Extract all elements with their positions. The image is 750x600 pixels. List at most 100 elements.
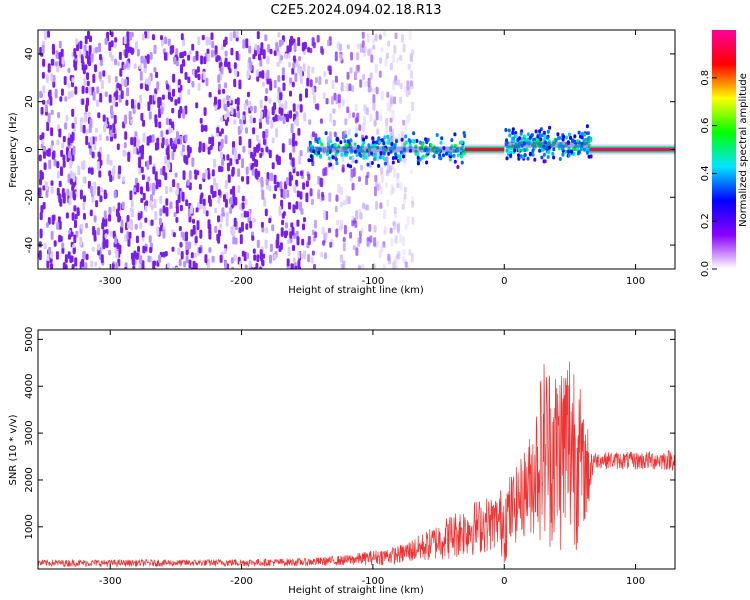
spectrogram-cell bbox=[273, 79, 277, 89]
spectrogram-cell bbox=[265, 88, 269, 94]
spectrogram-cell bbox=[60, 149, 64, 157]
spectrogram-cell bbox=[301, 238, 305, 246]
spectrogram-cell bbox=[386, 134, 390, 139]
spectrogram-cell bbox=[132, 265, 136, 269]
spectrogram-cell bbox=[393, 259, 397, 268]
spectrogram-cell bbox=[372, 140, 375, 145]
spectrogram-cell bbox=[302, 223, 305, 230]
spectrogram-cell bbox=[59, 198, 63, 207]
spectrogram-cell bbox=[137, 139, 140, 149]
spectrogram-cell bbox=[138, 64, 142, 70]
spectrogram-cell bbox=[373, 186, 377, 197]
spectrogram-cell bbox=[232, 31, 236, 39]
spectrogram-cell bbox=[331, 80, 335, 89]
spectrogram-cell bbox=[542, 152, 546, 157]
spectrogram-cell bbox=[253, 105, 257, 114]
spectrogram-cell bbox=[207, 219, 211, 230]
spectrogram-cell bbox=[171, 246, 175, 252]
spectrogram-cell bbox=[279, 114, 283, 121]
spectrogram-cell bbox=[211, 136, 215, 147]
spectrogram-cell bbox=[272, 193, 276, 199]
spectrogram-cell bbox=[167, 92, 171, 99]
spectrogram-cell bbox=[338, 43, 342, 52]
spectrogram-cell bbox=[172, 266, 175, 269]
spectrogram-cell bbox=[374, 174, 378, 183]
spectrogram-cell bbox=[148, 135, 152, 143]
spectrogram-cell bbox=[71, 264, 75, 269]
spectrogram-cell bbox=[74, 257, 78, 267]
spectrogram-cell bbox=[130, 199, 134, 208]
spectrogram-cell bbox=[249, 115, 253, 124]
spectrogram-cell bbox=[115, 250, 119, 259]
spectrogram-cell bbox=[241, 158, 244, 169]
spectrogram-cell bbox=[70, 134, 73, 143]
spectrogram-cell bbox=[174, 99, 178, 106]
spectrogram-cell bbox=[219, 223, 223, 229]
spectrogram-cell bbox=[565, 135, 569, 140]
spectrogram-cell bbox=[318, 139, 322, 144]
spectrogram-cell bbox=[335, 228, 339, 238]
spectrogram-cell bbox=[218, 165, 222, 173]
spectrogram-cell bbox=[56, 139, 60, 146]
spectrogram-cell bbox=[577, 130, 581, 135]
colorbar-tick-label: 0.8 bbox=[700, 70, 711, 86]
spectrogram-cell bbox=[105, 135, 109, 141]
spectrogram-cell bbox=[208, 194, 211, 204]
spectrogram-cell bbox=[155, 178, 159, 185]
spectrogram-cell bbox=[453, 144, 457, 148]
spectrogram-cell bbox=[194, 69, 198, 78]
spectrogram-cell bbox=[361, 40, 365, 48]
spectrogram-cell bbox=[213, 190, 217, 198]
spectrogram-cell bbox=[394, 152, 398, 157]
spectrogram-cell bbox=[388, 105, 392, 113]
spectrogram-cell bbox=[280, 55, 284, 61]
spectrogram-cell bbox=[165, 186, 169, 195]
spectrogram-cell bbox=[386, 140, 390, 145]
spectrogram-cell bbox=[217, 235, 221, 244]
spectrogram-cell bbox=[418, 140, 422, 145]
spectrogram-cell bbox=[399, 54, 403, 61]
y-tick-label: 5000 bbox=[24, 327, 35, 352]
spectrogram-cell bbox=[238, 79, 242, 90]
spectrogram-cell bbox=[453, 132, 457, 137]
spectrogram-cell bbox=[174, 172, 178, 178]
spectrogram-cell bbox=[264, 108, 268, 118]
spectrogram-cell bbox=[356, 52, 360, 61]
spectrogram-cell bbox=[320, 142, 324, 147]
spectrogram-cell bbox=[245, 166, 249, 175]
spectrogram-cell bbox=[307, 65, 311, 73]
spectrogram-cell bbox=[124, 262, 128, 269]
spectrogram-cell bbox=[137, 245, 140, 252]
spectrogram-cell bbox=[584, 140, 588, 145]
spectrogram-cell bbox=[258, 139, 261, 145]
spectrogram-cell bbox=[280, 188, 284, 198]
spectrogram-cell bbox=[234, 147, 238, 157]
spectrogram-cell bbox=[113, 114, 117, 125]
spectrogram-cell bbox=[345, 143, 349, 148]
spectrogram-cell bbox=[86, 80, 90, 87]
spectrogram-cell bbox=[118, 165, 122, 175]
spectrogram-cell bbox=[452, 149, 456, 154]
spectrogram-cell bbox=[131, 98, 134, 109]
spectrogram-cell bbox=[216, 127, 220, 134]
spectrogram-cell bbox=[371, 136, 375, 141]
spectrogram-cell bbox=[71, 108, 75, 117]
spectrogram-cell bbox=[243, 210, 247, 218]
spectrogram-cell bbox=[370, 144, 374, 149]
spectrogram-cell bbox=[260, 221, 264, 228]
spectrogram-cell bbox=[312, 41, 316, 49]
spectrogram-cell bbox=[224, 82, 228, 89]
spectrogram-cell bbox=[511, 136, 515, 141]
spectrogram-cell bbox=[358, 176, 361, 182]
spectrogram-cell bbox=[356, 144, 360, 149]
spectrogram-cell bbox=[141, 34, 145, 41]
spectrogram-cell bbox=[294, 140, 298, 146]
spectrogram-cell bbox=[295, 179, 299, 187]
spectrogram-cell bbox=[322, 147, 326, 155]
spectrogram-cell bbox=[139, 83, 143, 90]
spectrogram-cell bbox=[70, 90, 74, 98]
spectrogram-cell bbox=[337, 144, 341, 149]
snr-line bbox=[38, 361, 675, 568]
spectrogram-cell bbox=[81, 259, 85, 267]
spectrogram-cell bbox=[576, 139, 580, 144]
